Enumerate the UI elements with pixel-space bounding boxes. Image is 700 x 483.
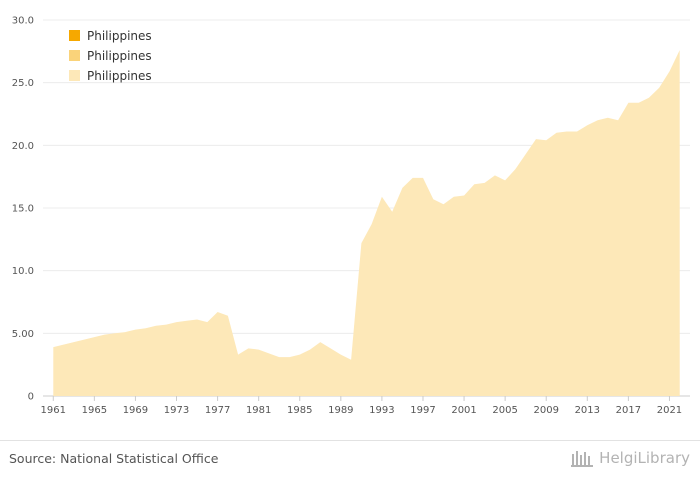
- y-tick-label: 5.00: [12, 329, 34, 340]
- legend-swatch: [69, 30, 80, 41]
- x-tick-label: 1965: [82, 405, 107, 416]
- brand-logo: HelgiLibrary: [571, 448, 690, 468]
- x-tick-label: 2001: [451, 405, 476, 416]
- x-tick-label: 1961: [41, 405, 66, 416]
- x-tick-label: 1989: [328, 405, 353, 416]
- legend-label: Philippines: [87, 29, 152, 43]
- x-tick-label: 1977: [205, 405, 230, 416]
- x-tick-label: 1997: [410, 405, 435, 416]
- y-tick-label: 10.0: [12, 266, 34, 277]
- series-area-fill: [53, 50, 680, 396]
- legend: Philippines Philippines Philippines: [69, 29, 152, 83]
- x-tick-label: 2009: [533, 405, 558, 416]
- x-tick-label: 1993: [369, 405, 394, 416]
- y-tick-label: 30.0: [12, 16, 34, 27]
- legend-label: Philippines: [87, 49, 152, 63]
- series-area: [53, 50, 680, 396]
- y-tick-label: 15.0: [12, 204, 34, 215]
- library-icon: [571, 451, 594, 467]
- x-tick-label: 1981: [246, 405, 271, 416]
- x-tick-label: 2017: [616, 405, 641, 416]
- y-tick-label: 0: [28, 392, 34, 403]
- source-note: Source: National Statistical Office: [9, 451, 219, 466]
- x-tick-label: 1969: [123, 405, 148, 416]
- x-tick-label: 2005: [492, 405, 517, 416]
- x-tick-label: 1985: [287, 405, 312, 416]
- x-axis-ticks: 1961 1965 1969 1973 1977 1981 1985 1989 1993 1997…: [41, 396, 682, 416]
- footer-divider: [0, 440, 700, 441]
- x-tick-label: 2013: [575, 405, 600, 416]
- y-tick-label: 25.0: [12, 78, 34, 89]
- legend-swatch: [69, 70, 80, 81]
- legend-swatch: [69, 50, 80, 61]
- x-tick-label: 2021: [657, 405, 682, 416]
- y-tick-label: 20.0: [12, 141, 34, 152]
- legend-label: Philippines: [87, 69, 152, 83]
- y-axis-ticks: 0 5.00 10.0 15.0 20.0 25.0 30.0: [12, 16, 34, 403]
- x-tick-label: 1973: [164, 405, 189, 416]
- brand-name: HelgiLibrary: [599, 449, 690, 467]
